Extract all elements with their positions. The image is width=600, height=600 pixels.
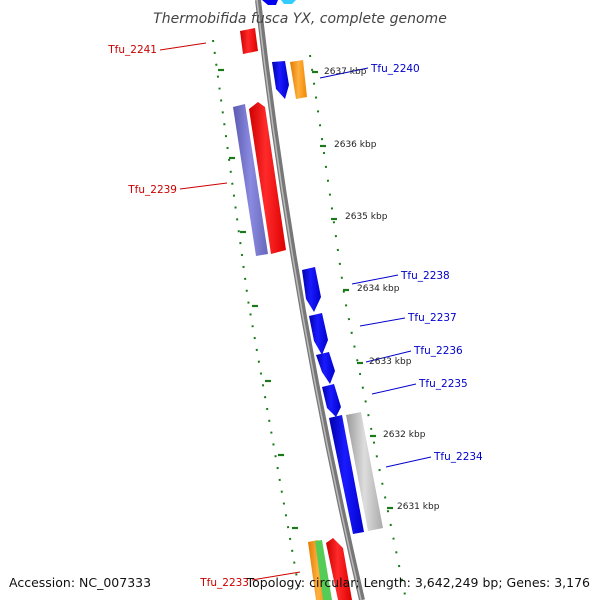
position-label-2636: 2636 kbp — [334, 140, 377, 150]
gene-label-tfu-2233[interactable]: Tfu_2233 — [199, 577, 249, 589]
gene-tfu-2235[interactable] — [322, 384, 341, 417]
position-label-2631: 2631 kbp — [397, 502, 440, 512]
position-label-2635: 2635 kbp — [345, 212, 388, 222]
outer-tick-track — [309, 54, 406, 596]
gene-tfu-2236[interactable] — [316, 352, 335, 384]
accession-text: Accession: NC_007333 — [9, 575, 151, 590]
gene-label-tfu-2235[interactable]: Tfu_2235 — [418, 378, 468, 390]
gene-label-tfu-2239[interactable]: Tfu_2239 — [127, 184, 177, 196]
gene-label-tfu-2237[interactable]: Tfu_2237 — [407, 312, 457, 324]
position-label-2637: 2637 kbp — [324, 67, 367, 77]
gene-blue-top[interactable] — [262, 0, 278, 5]
gene-label-tfu-2234[interactable]: Tfu_2234 — [433, 451, 483, 463]
genome-backbone — [255, 0, 365, 600]
gene-tfu-2239[interactable] — [233, 102, 286, 256]
gene-tfu-2234[interactable] — [329, 412, 383, 534]
gene-label-tfu-2236[interactable]: Tfu_2236 — [413, 345, 463, 357]
gene-tfu-2237[interactable] — [309, 313, 328, 355]
gene-cyan-top[interactable] — [281, 0, 296, 4]
position-label-2634: 2634 kbp — [357, 284, 400, 294]
map-title: Thermobifida fusca YX, complete genome — [153, 11, 447, 27]
gene-label-tfu-2241[interactable]: Tfu_2241 — [107, 44, 157, 56]
genome-backbone-highlight — [256, 0, 362, 600]
summary-text: Topology: circular; Length: 3,642,249 bp… — [246, 575, 590, 590]
major-tick-marks — [218, 68, 393, 530]
gene-label-tfu-2238[interactable]: Tfu_2238 — [400, 270, 450, 282]
gene-tfu-2241[interactable] — [240, 28, 258, 54]
gene-label-tfu-2240[interactable]: Tfu_2240 — [370, 63, 420, 75]
position-label-2633: 2633 kbp — [369, 357, 412, 367]
position-label-2632: 2632 kbp — [383, 430, 426, 440]
gene-tfu-2240[interactable] — [272, 60, 307, 99]
label-connectors — [159, 42, 432, 581]
gene-tfu-2233[interactable] — [308, 538, 352, 600]
gene-tfu-2238[interactable] — [302, 267, 321, 312]
